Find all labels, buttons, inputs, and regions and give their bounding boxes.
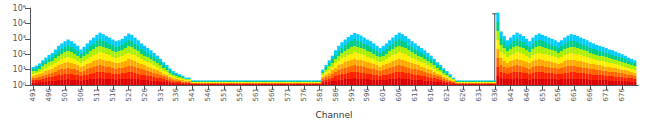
svg-text:601: 601 [379, 88, 387, 101]
svg-text:626: 626 [459, 87, 467, 101]
svg-text:641: 641 [507, 88, 515, 101]
svg-text:10³: 10³ [13, 34, 26, 43]
svg-text:10⁵: 10⁵ [13, 4, 26, 13]
svg-text:531: 531 [157, 88, 165, 101]
svg-text:536: 536 [172, 87, 180, 101]
svg-text:506: 506 [77, 87, 85, 101]
svg-text:Channel: Channel [316, 110, 353, 120]
svg-text:606: 606 [395, 87, 403, 101]
svg-text:516: 516 [109, 87, 117, 101]
svg-text:591: 591 [348, 88, 356, 101]
svg-text:616: 616 [427, 87, 435, 101]
svg-text:546: 546 [204, 87, 212, 101]
svg-text:636: 636 [491, 87, 499, 101]
svg-text:551: 551 [220, 88, 228, 101]
svg-text:576: 576 [300, 87, 308, 101]
svg-text:586: 586 [332, 87, 340, 101]
svg-text:666: 666 [586, 87, 594, 101]
svg-text:526: 526 [141, 87, 149, 101]
svg-text:541: 541 [188, 88, 196, 101]
svg-text:501: 501 [61, 88, 69, 101]
svg-text:671: 671 [602, 88, 610, 101]
svg-text:621: 621 [443, 88, 451, 101]
svg-text:596: 596 [363, 87, 371, 101]
svg-text:651: 651 [539, 88, 547, 101]
svg-text:491: 491 [29, 88, 37, 101]
svg-text:10⁰: 10⁰ [13, 81, 26, 90]
svg-text:661: 661 [570, 88, 578, 101]
svg-text:556: 556 [236, 87, 244, 101]
svg-text:10⁴: 10⁴ [13, 19, 26, 28]
svg-text:496: 496 [45, 87, 53, 101]
svg-text:511: 511 [93, 88, 101, 101]
svg-text:10²: 10² [13, 50, 26, 59]
svg-text:521: 521 [125, 88, 133, 101]
svg-text:581: 581 [316, 88, 324, 101]
svg-text:566: 566 [268, 87, 276, 101]
svg-text:611: 611 [411, 88, 419, 101]
svg-text:656: 656 [554, 87, 562, 101]
svg-text:646: 646 [523, 87, 531, 101]
svg-text:561: 561 [252, 88, 260, 101]
svg-text:571: 571 [284, 88, 292, 101]
svg-text:676: 676 [618, 87, 626, 101]
svg-text:631: 631 [475, 88, 483, 101]
svg-text:10¹: 10¹ [13, 65, 26, 74]
